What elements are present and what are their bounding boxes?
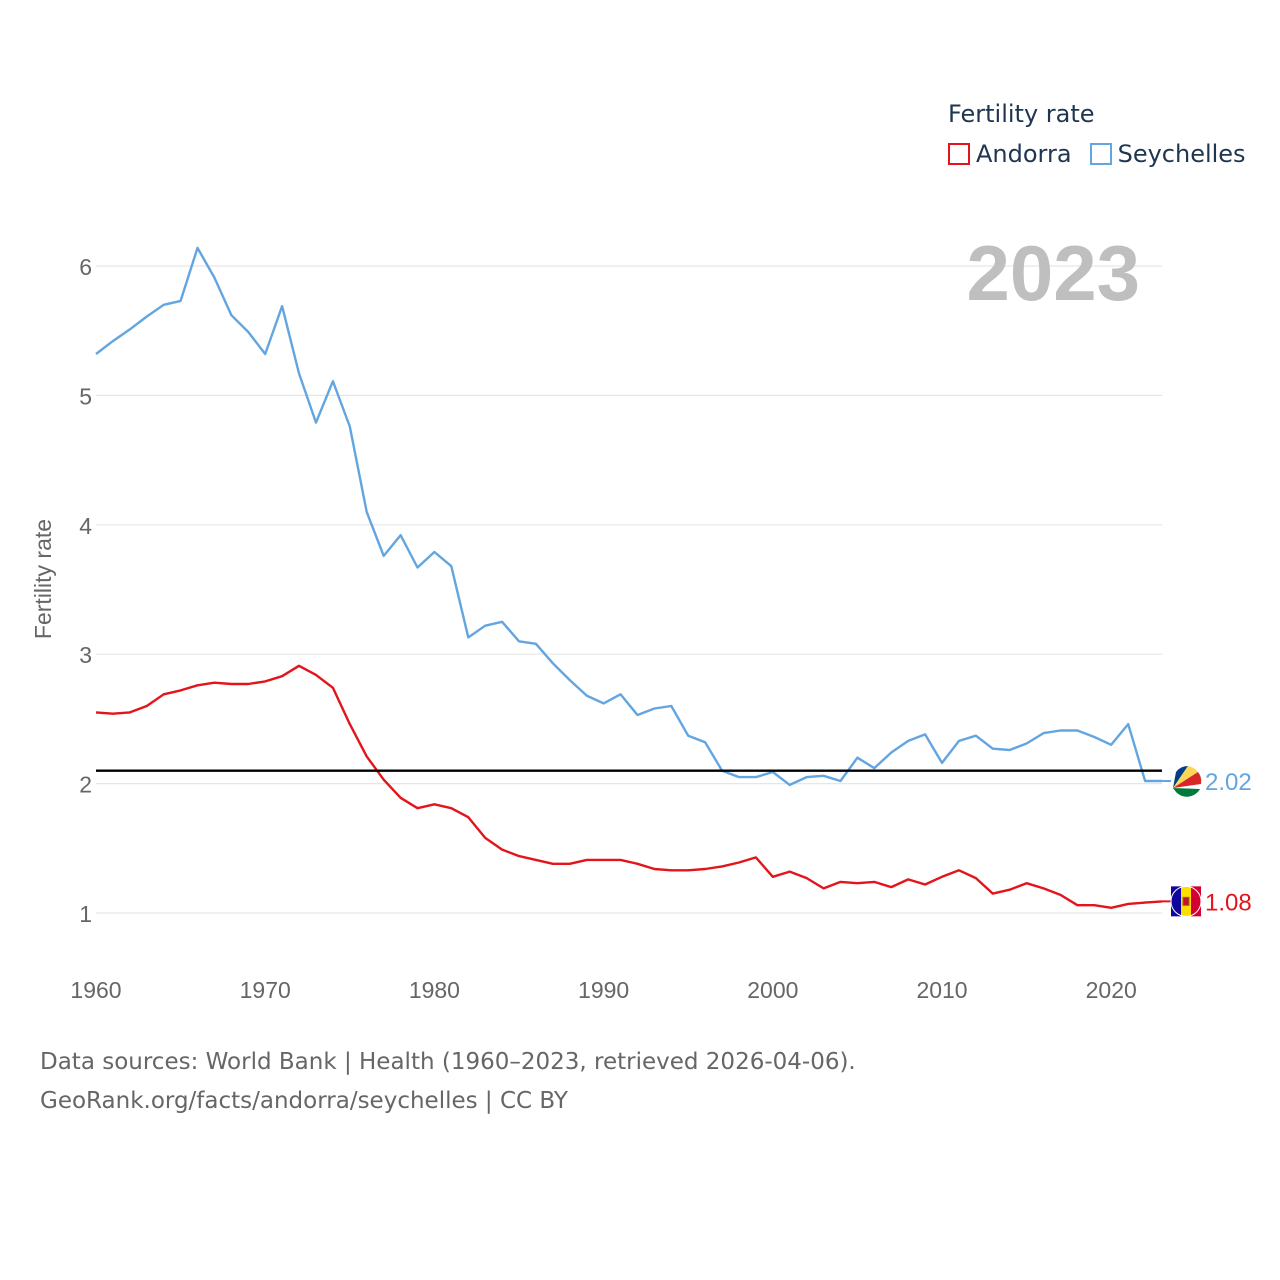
legend-item-andorra[interactable]: Andorra: [948, 140, 1072, 168]
series-line-andorra: [95, 664, 1163, 909]
legend-label-seychelles: Seychelles: [1117, 140, 1246, 168]
legend-swatch-andorra: [948, 143, 970, 165]
series-line-seychelles: [95, 246, 1162, 787]
flag-seychelles-green: [1173, 788, 1200, 797]
y-axis-label: Fertility rate: [30, 519, 56, 639]
flag-andorra-blue: [1171, 886, 1181, 917]
x-tick-label-1970: 1970: [240, 977, 291, 1003]
y-tick-label-3: 3: [79, 642, 92, 668]
x-tick-label-1980: 1980: [409, 977, 460, 1003]
y-tick-label-1: 1: [79, 901, 92, 927]
footer: Data sources: World Bank | Health (1960–…: [40, 1043, 856, 1121]
year-label: 2023: [966, 229, 1140, 317]
legend-item-seychelles[interactable]: Seychelles: [1089, 140, 1246, 168]
flag-seychelles-red: [1173, 772, 1202, 789]
flag-seychelles-yellow: [1173, 766, 1198, 789]
footer-attribution: GeoRank.org/facts/andorra/seychelles | C…: [40, 1088, 568, 1114]
x-tick-label-2010: 2010: [916, 977, 967, 1003]
x-tick-label-2020: 2020: [1086, 977, 1137, 1003]
legend-title: Fertility rate: [948, 100, 1095, 128]
y-tick-label-2: 2: [79, 772, 92, 798]
x-tick-label-2000: 2000: [747, 977, 798, 1003]
legend-swatch-seychelles: [1089, 143, 1112, 165]
end-value-label-seychelles: 2.02: [1205, 769, 1252, 796]
end-value-label-andorra: 1.08: [1205, 889, 1252, 916]
flag-andorra-outline: [1170, 885, 1202, 917]
y-tick-label-6: 6: [79, 254, 92, 280]
y-tick-label-5: 5: [79, 383, 92, 409]
legend: Fertility rate Andorra Seychelles: [948, 100, 1264, 168]
flag-andorra-crest: [1182, 896, 1190, 906]
x-tick-label-1990: 1990: [578, 977, 629, 1003]
footer-sources: Data sources: World Bank | Health (1960–…: [40, 1049, 856, 1075]
x-tick-label-1960: 1960: [70, 977, 121, 1003]
flag-andorra-red: [1191, 886, 1201, 917]
y-tick-label-4: 4: [79, 513, 92, 539]
legend-label-andorra: Andorra: [976, 140, 1072, 168]
